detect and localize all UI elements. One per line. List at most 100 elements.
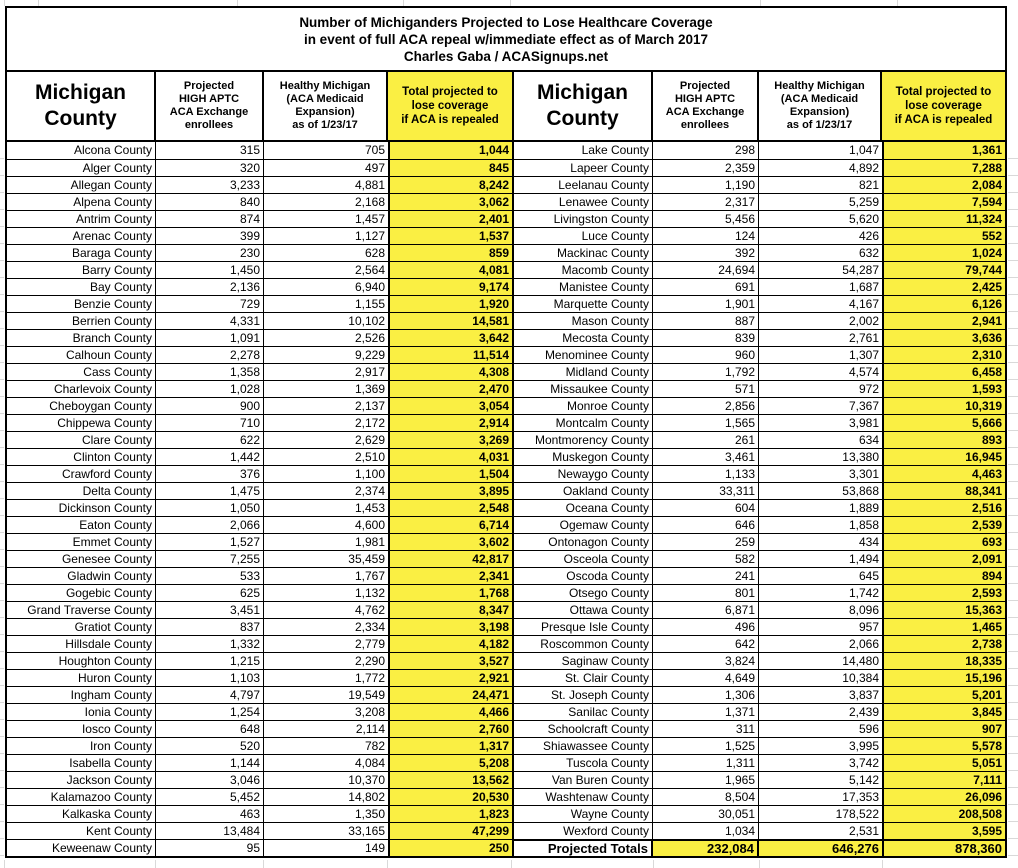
total-value-cell: 7,111: [882, 771, 1005, 788]
medicaid-value-cell: 10,384: [759, 669, 882, 686]
aptc-value-cell: 691: [653, 278, 759, 295]
aptc-value-cell: 1,525: [653, 737, 759, 754]
total-value-cell: 5,666: [882, 414, 1005, 431]
medicaid-value-cell: 13,380: [759, 448, 882, 465]
county-cell: Delta County: [7, 482, 156, 499]
medicaid-value-cell: 1,307: [759, 346, 882, 363]
table-left-half: Michigan County Projected HIGH APTC ACA …: [7, 72, 514, 856]
medicaid-value-cell: 1,369: [264, 380, 388, 397]
total-value-cell: 5,208: [388, 754, 512, 771]
county-cell: Ionia County: [7, 703, 156, 720]
gridline-strip: [1008, 142, 1018, 861]
aptc-value-cell: 2,278: [156, 346, 264, 363]
header-aptc-right: Projected HIGH APTC ACA Exchange enrolle…: [653, 72, 759, 142]
aptc-value-cell: 582: [653, 550, 759, 567]
total-value-cell: 4,081: [388, 261, 512, 278]
medicaid-value-cell: 1,047: [759, 142, 882, 159]
medicaid-value-cell: 2,510: [264, 448, 388, 465]
total-value-cell: 2,401: [388, 210, 512, 227]
county-cell: Alpena County: [7, 193, 156, 210]
county-cell: Berrien County: [7, 312, 156, 329]
county-cell: Oceana County: [514, 499, 653, 516]
medicaid-value-cell: 4,084: [264, 754, 388, 771]
gridline: [882, 860, 883, 868]
aptc-value-cell: 1,371: [653, 703, 759, 720]
medicaid-value-cell: 705: [264, 142, 388, 159]
medicaid-value-cell: 645: [759, 567, 882, 584]
total-value-cell: 2,084: [882, 176, 1005, 193]
aptc-value-cell: 533: [156, 567, 264, 584]
total-value-cell: 2,091: [882, 550, 1005, 567]
gridline: [897, 0, 898, 6]
medicaid-value-cell: 2,439: [759, 703, 882, 720]
aptc-value-cell: 95: [156, 839, 264, 856]
table-body: Michigan County Projected HIGH APTC ACA …: [5, 72, 1007, 858]
total-value-cell: 8,347: [388, 601, 512, 618]
medicaid-value-cell: 17,353: [759, 788, 882, 805]
total-value-cell: 859: [388, 244, 512, 261]
report-table: Number of Michiganders Projected to Lose…: [5, 6, 1007, 858]
total-value-cell: 1,823: [388, 805, 512, 822]
aptc-value-cell: 1,332: [156, 635, 264, 652]
county-cell: Washtenaw County: [514, 788, 653, 805]
aptc-value-cell: 7,255: [156, 550, 264, 567]
county-cell: Schoolcraft County: [514, 720, 653, 737]
aptc-value-cell: 399: [156, 227, 264, 244]
gridline: [760, 0, 761, 6]
aptc-value-cell: 4,797: [156, 686, 264, 703]
aptc-value-cell: 840: [156, 193, 264, 210]
total-value-cell: 552: [882, 227, 1005, 244]
medicaid-value-cell: 1,981: [264, 533, 388, 550]
aptc-value-cell: 1,050: [156, 499, 264, 516]
county-cell: Cass County: [7, 363, 156, 380]
total-value-cell: 2,914: [388, 414, 512, 431]
medicaid-value-cell: 1,457: [264, 210, 388, 227]
medicaid-value-cell: 54,287: [759, 261, 882, 278]
county-cell: Missaukee County: [514, 380, 653, 397]
medicaid-value-cell: 4,892: [759, 159, 882, 176]
totals-total-cell: 878,360: [882, 839, 1005, 856]
medicaid-value-cell: 1,494: [759, 550, 882, 567]
title-line-1: Number of Michiganders Projected to Lose…: [299, 14, 713, 30]
header-total-right: Total projected to lose coverage if ACA …: [882, 72, 1005, 142]
total-value-cell: 13,562: [388, 771, 512, 788]
gridline: [237, 0, 238, 6]
gridline: [155, 860, 156, 868]
total-value-cell: 693: [882, 533, 1005, 550]
total-value-cell: 16,945: [882, 448, 1005, 465]
aptc-value-cell: 571: [653, 380, 759, 397]
aptc-value-cell: 241: [653, 567, 759, 584]
aptc-value-cell: 320: [156, 159, 264, 176]
county-cell: Eaton County: [7, 516, 156, 533]
aptc-value-cell: 646: [653, 516, 759, 533]
total-value-cell: 15,363: [882, 601, 1005, 618]
aptc-value-cell: 3,451: [156, 601, 264, 618]
total-value-cell: 3,642: [388, 329, 512, 346]
total-value-cell: 3,636: [882, 329, 1005, 346]
total-value-cell: 2,548: [388, 499, 512, 516]
medicaid-value-cell: 1,350: [264, 805, 388, 822]
total-value-cell: 1,593: [882, 380, 1005, 397]
total-value-cell: 14,581: [388, 312, 512, 329]
total-value-cell: 11,514: [388, 346, 512, 363]
total-value-cell: 4,308: [388, 363, 512, 380]
aptc-value-cell: 2,066: [156, 516, 264, 533]
aptc-value-cell: 1,311: [653, 754, 759, 771]
aptc-value-cell: 8,504: [653, 788, 759, 805]
total-value-cell: 3,062: [388, 193, 512, 210]
medicaid-value-cell: 1,127: [264, 227, 388, 244]
aptc-value-cell: 1,215: [156, 652, 264, 669]
total-value-cell: 907: [882, 720, 1005, 737]
total-value-cell: 7,288: [882, 159, 1005, 176]
aptc-value-cell: 1,254: [156, 703, 264, 720]
aptc-value-cell: 496: [653, 618, 759, 635]
total-value-cell: 7,594: [882, 193, 1005, 210]
totals-label-cell: Projected Totals: [514, 839, 653, 856]
medicaid-value-cell: 53,868: [759, 482, 882, 499]
total-value-cell: 2,310: [882, 346, 1005, 363]
county-cell: Iron County: [7, 737, 156, 754]
total-value-cell: 20,530: [388, 788, 512, 805]
aptc-value-cell: 259: [653, 533, 759, 550]
medicaid-value-cell: 4,881: [264, 176, 388, 193]
county-cell: Mason County: [514, 312, 653, 329]
